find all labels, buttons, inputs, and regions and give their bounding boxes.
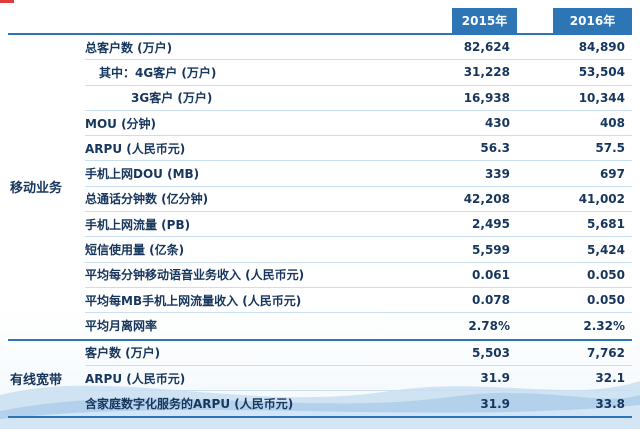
table-row: 手机上网流量 (PB) 2,495 5,681 [85, 212, 632, 238]
row-label: ARPU (人民币元) [85, 371, 186, 386]
row-label: 总通话分钟数 (亿分钟) [85, 192, 209, 207]
row-label: 总客户数 (万户) [85, 40, 173, 55]
value-2016: 697 [599, 166, 625, 181]
row-label: 手机上网流量 (PB) [85, 217, 191, 232]
value-2016: 5,424 [587, 242, 625, 257]
table-row: 手机上网DOU (MB) 339 697 [85, 161, 632, 187]
value-2016: 10,344 [578, 90, 625, 105]
row-label: MOU (分钟) [85, 116, 157, 131]
value-2016: 41,002 [578, 191, 625, 206]
table-row: ARPU (人民币元) 56.3 57.5 [85, 136, 632, 162]
table-row: 客户数 (万户) 5,503 7,762 [85, 341, 632, 366]
value-2015: 2.78% [468, 318, 510, 333]
value-2016: 0.050 [587, 293, 625, 308]
value-2015: 16,938 [463, 90, 510, 105]
value-2015: 430 [484, 116, 510, 131]
data-table: 移动业务 总客户数 (万户) 82,624 84,890 其中：4G客户 (万户… [8, 33, 632, 419]
value-2016: 2.32% [583, 318, 625, 333]
value-2015: 31,228 [463, 65, 510, 80]
row-label: 平均每分钟移动语音业务收入 (人民币元) [85, 268, 305, 283]
row-label: 其中：4G客户 (万户) [99, 65, 217, 80]
table-row: 含家庭数字化服务的ARPU (人民币元) 31.9 33.8 [85, 391, 632, 416]
section-broadband-rows: 客户数 (万户) 5,503 7,762 ARPU (人民币元) 31.9 32… [85, 341, 632, 417]
value-2015: 56.3 [480, 141, 510, 156]
value-2016: 53,504 [578, 65, 625, 80]
row-label: ARPU (人民币元) [85, 141, 186, 156]
row-label: 平均每MB手机上网流量收入 (人民币元) [85, 293, 302, 308]
value-2016: 57.5 [595, 141, 625, 156]
value-2016: 0.050 [587, 267, 625, 282]
value-2016: 7,762 [587, 345, 625, 360]
table-row: 平均每MB手机上网流量收入 (人民币元) 0.078 0.050 [85, 288, 632, 314]
row-label: 客户数 (万户) [85, 346, 161, 361]
value-2015: 2,495 [472, 217, 510, 232]
value-2015: 42,208 [463, 191, 510, 206]
value-2016: 408 [599, 116, 625, 131]
value-2015: 31.9 [480, 371, 510, 385]
table-row: 3G客户 (万户) 16,938 10,344 [85, 86, 632, 111]
table-row: 总通话分钟数 (亿分钟) 42,208 41,002 [85, 187, 632, 213]
value-2016: 32.1 [595, 371, 625, 385]
red-corner-mark [0, 0, 14, 3]
table-row: 平均每分钟移动语音业务收入 (人民币元) 0.061 0.050 [85, 263, 632, 288]
value-2015: 339 [484, 166, 510, 181]
section-mobile: 移动业务 总客户数 (万户) 82,624 84,890 其中：4G客户 (万户… [8, 35, 632, 341]
column-header-2015: 2015年 [452, 8, 517, 33]
section-broadband: 有线宽带 客户数 (万户) 5,503 7,762 ARPU (人民币元) 31… [8, 341, 632, 419]
value-2015: 0.078 [472, 293, 510, 308]
section-label-mobile: 移动业务 [10, 181, 63, 197]
row-label: 3G客户 (万户) [131, 91, 213, 106]
table-row: 总客户数 (万户) 82,624 84,890 [85, 35, 632, 61]
value-2015: 5,599 [472, 242, 510, 257]
value-2015: 82,624 [463, 40, 510, 55]
row-label: 短信使用量 (亿条) [85, 243, 185, 258]
value-2016: 5,681 [587, 217, 625, 232]
row-label: 平均月离网率 [85, 319, 158, 334]
table-row: MOU (分钟) 430 408 [85, 111, 632, 137]
row-label: 含家庭数字化服务的ARPU (人民币元) [85, 397, 294, 412]
column-header-2016: 2016年 [553, 8, 632, 33]
row-label: 手机上网DOU (MB) [85, 167, 200, 182]
value-2016: 84,890 [578, 40, 625, 55]
table-row: ARPU (人民币元) 31.9 32.1 [85, 366, 632, 392]
table-row: 平均月离网率 2.78% 2.32% [85, 313, 632, 338]
table-row: 短信使用量 (亿条) 5,599 5,424 [85, 237, 632, 263]
value-2015: 31.9 [480, 396, 510, 411]
table-row: 其中：4G客户 (万户) 31,228 53,504 [85, 60, 632, 86]
section-mobile-rows: 总客户数 (万户) 82,624 84,890 其中：4G客户 (万户) 31,… [85, 35, 632, 339]
section-label-broadband: 有线宽带 [10, 373, 63, 388]
value-2016: 33.8 [595, 396, 625, 411]
value-2015: 0.061 [472, 267, 510, 282]
value-2015: 5,503 [472, 345, 510, 360]
